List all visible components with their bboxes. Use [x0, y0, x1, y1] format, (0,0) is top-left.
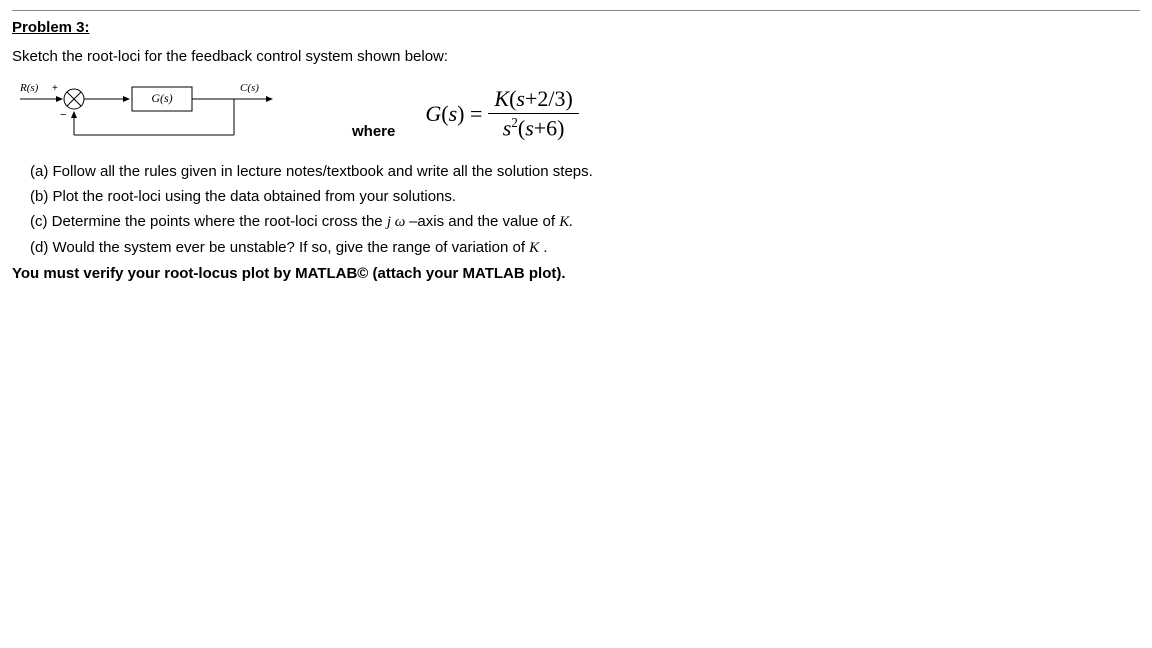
- plus-sign: +: [52, 83, 58, 94]
- block-label: G(s): [151, 91, 172, 105]
- verify-note: You must verify your root-locus plot by …: [12, 265, 1140, 282]
- block-diagram: R(s) + G(s) C(s) −: [12, 79, 282, 149]
- part-c: (c) Determine the points where the root-…: [30, 213, 1140, 231]
- part-d: (d) Would the system ever be unstable? I…: [30, 239, 1140, 257]
- top-divider: [12, 10, 1140, 11]
- equation-block: where G(s) = K(s+2/3) s2(s+6): [352, 86, 579, 141]
- output-label: C(s): [240, 82, 259, 94]
- sub-questions: (a) Follow all the rules given in lectur…: [30, 163, 1140, 257]
- instruction-text: Sketch the root-loci for the feedback co…: [12, 48, 1140, 65]
- input-label: R(s): [19, 82, 39, 94]
- where-label: where: [352, 123, 395, 142]
- part-a: (a) Follow all the rules given in lectur…: [30, 163, 1140, 180]
- problem-title: Problem 3:: [12, 19, 1140, 36]
- transfer-function-equation: G(s) = K(s+2/3) s2(s+6): [425, 86, 578, 141]
- minus-sign: −: [60, 109, 66, 121]
- diagram-equation-row: R(s) + G(s) C(s) − where G(s) = K(s+2/3): [12, 79, 1140, 149]
- part-b: (b) Plot the root-loci using the data ob…: [30, 188, 1140, 205]
